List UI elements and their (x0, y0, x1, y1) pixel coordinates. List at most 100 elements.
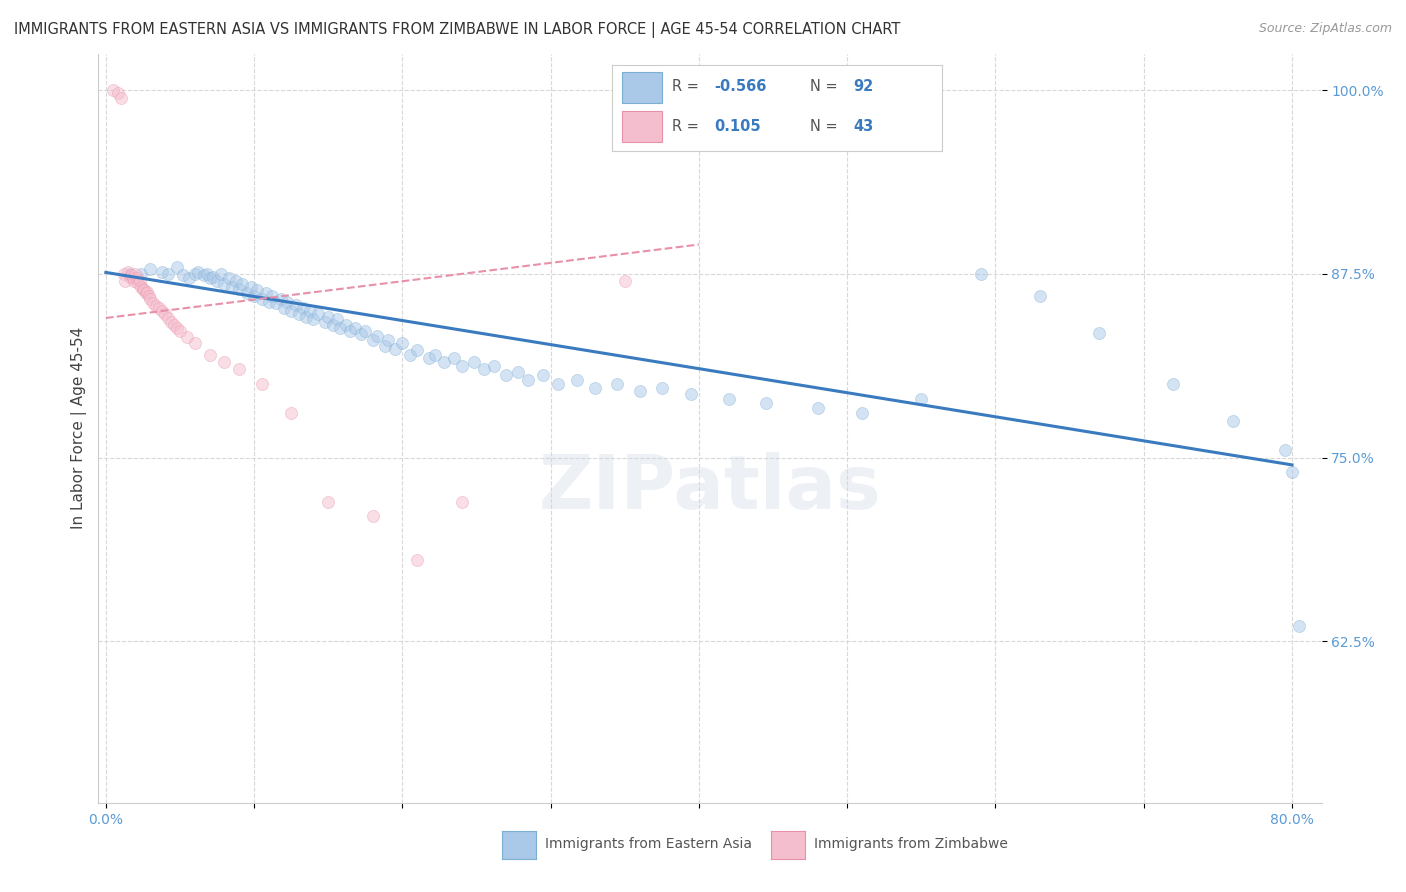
Point (302, 312, 325, 326)
Point (418, 351, 440, 365)
Point (287, 307, 309, 321)
Point (166, 260, 188, 274)
Point (135, 285, 157, 300)
Point (134, 283, 156, 297)
Point (377, 333, 399, 347)
Point (391, 335, 413, 350)
Point (606, 377, 628, 392)
Point (273, 301, 295, 315)
Point (195, 267, 218, 281)
Point (124, 267, 146, 281)
Point (354, 324, 377, 338)
Text: IMMIGRANTS FROM EASTERN ASIA VS IMMIGRANTS FROM ZIMBABWE IN LABOR FORCE | AGE 45: IMMIGRANTS FROM EASTERN ASIA VS IMMIGRAN… (14, 22, 900, 38)
Point (339, 324, 361, 338)
Point (127, 276, 149, 290)
Point (142, 296, 165, 310)
Point (163, 318, 186, 333)
Point (343, 321, 366, 335)
Point (148, 301, 170, 315)
Point (292, 301, 315, 315)
Point (122, 274, 145, 288)
Point (463, 355, 485, 369)
Point (250, 292, 273, 306)
Point (433, 355, 456, 369)
Point (225, 274, 247, 288)
Point (266, 296, 288, 310)
Point (450, 359, 472, 374)
Point (717, 392, 740, 406)
Point (246, 283, 269, 297)
Point (172, 268, 194, 283)
Point (112, 267, 135, 281)
Text: ZIPatlas: ZIPatlas (538, 451, 882, 524)
Point (131, 280, 153, 294)
Point (295, 310, 318, 324)
Point (243, 289, 266, 303)
Point (280, 303, 302, 318)
Point (214, 355, 236, 369)
Point (145, 299, 167, 313)
Point (160, 315, 183, 329)
Point (257, 294, 280, 309)
Point (214, 277, 236, 292)
Point (276, 294, 298, 309)
Point (153, 307, 176, 321)
Point (398, 348, 420, 362)
Point (567, 373, 589, 387)
Point (157, 310, 180, 325)
Point (114, 274, 136, 288)
Point (218, 271, 240, 285)
Point (221, 280, 243, 294)
Point (169, 324, 191, 338)
Point (254, 285, 277, 300)
Point (628, 384, 651, 399)
Point (335, 318, 357, 333)
Point (547, 377, 569, 392)
Point (361, 509, 384, 524)
Point (651, 382, 673, 396)
Point (307, 307, 329, 321)
Point (361, 333, 384, 347)
Point (177, 271, 200, 285)
Point (110, 90, 132, 104)
Point (118, 267, 141, 281)
Point (1029, 289, 1052, 303)
Point (484, 359, 506, 374)
Point (284, 298, 307, 312)
Point (1288, 619, 1310, 633)
Point (136, 285, 159, 299)
Point (374, 339, 396, 353)
Point (517, 373, 540, 387)
Point (851, 407, 873, 421)
Point (187, 265, 209, 279)
Point (235, 285, 257, 300)
Text: Immigrants from Zimbabwe: Immigrants from Zimbabwe (814, 837, 1008, 851)
Point (139, 292, 162, 306)
Point (472, 362, 495, 376)
Y-axis label: In Labor Force | Age 45-54: In Labor Force | Age 45-54 (72, 327, 87, 529)
Point (1222, 414, 1244, 428)
Point (211, 267, 233, 281)
Point (125, 271, 148, 285)
Point (350, 327, 373, 342)
Point (270, 292, 292, 306)
Point (531, 368, 554, 383)
Point (406, 343, 429, 358)
Point (240, 280, 263, 294)
Point (806, 401, 828, 415)
Point (969, 267, 991, 281)
Point (406, 553, 429, 567)
Point (613, 274, 636, 288)
Point (506, 365, 529, 379)
Point (228, 282, 250, 296)
Point (231, 277, 253, 292)
Point (423, 348, 446, 362)
Point (103, 83, 125, 97)
Point (450, 494, 472, 508)
Point (132, 282, 155, 296)
Point (205, 274, 228, 288)
Point (1274, 443, 1296, 458)
Point (201, 269, 224, 284)
Point (184, 267, 207, 281)
Point (107, 86, 129, 100)
